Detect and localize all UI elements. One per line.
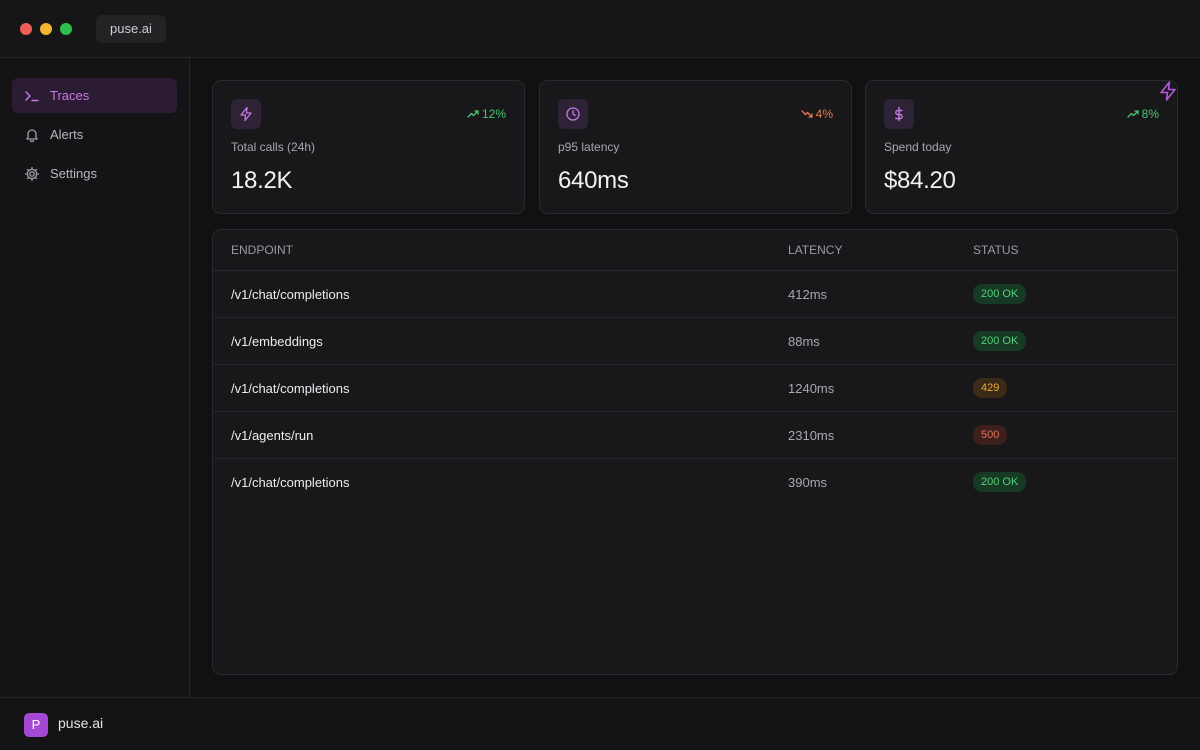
endpoint-cell: /v1/chat/completions	[231, 287, 350, 302]
sidebar-item-alerts[interactable]: Alerts	[12, 117, 177, 152]
dollar-icon	[884, 99, 914, 129]
trend-up-icon	[1127, 110, 1139, 118]
sidebar-item-label: Settings	[50, 166, 97, 181]
status-badge: 200 OK	[973, 284, 1027, 304]
card-value: 18.2K	[231, 167, 293, 194]
card-value: $84.20	[884, 167, 956, 194]
endpoint-cell: /v1/chat/completions	[231, 475, 350, 490]
app-logo[interactable]: P	[24, 713, 48, 737]
status-badge: 200 OK	[973, 472, 1027, 492]
trend-badge: 12%	[467, 107, 506, 121]
sidebar-item-label: Traces	[50, 88, 90, 103]
latency-cell: 390ms	[788, 475, 828, 490]
window-minimize-button[interactable]	[40, 23, 52, 35]
terminal-icon	[24, 88, 40, 104]
bell-icon	[24, 127, 40, 143]
card-label: Spend today	[884, 140, 952, 154]
bolt-icon	[231, 99, 261, 129]
stat-card-spend-today: 8% Spend today $84.20	[865, 80, 1178, 214]
footer: P puse.ai	[0, 697, 1200, 750]
gear-icon	[24, 166, 40, 182]
column-header-latency[interactable]: LATENCY	[788, 243, 843, 257]
sidebar-item-traces[interactable]: Traces	[12, 78, 177, 113]
card-label: Total calls (24h)	[231, 140, 316, 154]
latency-cell: 2310ms	[788, 428, 835, 443]
sidebar: Traces Alerts Settings	[0, 58, 190, 697]
column-header-endpoint[interactable]: ENDPOINT	[231, 243, 294, 257]
bolt-icon	[1160, 81, 1176, 101]
status-badge: 200 OK	[973, 331, 1027, 351]
card-label: p95 latency	[558, 140, 620, 154]
trend-up-icon	[467, 110, 479, 118]
table-row[interactable]: /v1/embeddings 88ms 200 OK	[213, 318, 1177, 365]
table-row[interactable]: /v1/chat/completions 390ms 200 OK	[213, 459, 1177, 506]
latency-cell: 1240ms	[788, 381, 835, 396]
browser-tab[interactable]: puse.ai	[96, 15, 166, 43]
window-close-button[interactable]	[20, 23, 32, 35]
sidebar-item-settings[interactable]: Settings	[12, 156, 177, 191]
status-badge: 429	[973, 378, 1008, 398]
table-header: ENDPOINT LATENCY STATUS	[213, 230, 1177, 271]
table-row[interactable]: /v1/agents/run 2310ms 500	[213, 412, 1177, 459]
card-value: 640ms	[558, 167, 629, 194]
table-row[interactable]: /v1/chat/completions 412ms 200 OK	[213, 271, 1177, 318]
latency-cell: 412ms	[788, 287, 828, 302]
traces-table: ENDPOINT LATENCY STATUS /v1/chat/complet…	[212, 229, 1178, 675]
clock-icon	[558, 99, 588, 129]
stat-card-p95-latency: 4% p95 latency 640ms	[539, 80, 852, 214]
trend-badge: 8%	[1127, 107, 1159, 121]
trend-value: 12%	[481, 107, 506, 121]
endpoint-cell: /v1/embeddings	[231, 334, 323, 349]
table-row[interactable]: /v1/chat/completions 1240ms 429	[213, 365, 1177, 412]
endpoint-cell: /v1/chat/completions	[231, 381, 350, 396]
status-badge: 500	[973, 425, 1008, 445]
window-maximize-button[interactable]	[60, 23, 72, 35]
title-bar: puse.ai	[0, 0, 1200, 58]
endpoint-cell: /v1/agents/run	[231, 428, 314, 443]
latency-cell: 88ms	[788, 334, 820, 349]
sidebar-item-label: Alerts	[50, 127, 84, 142]
app-name: puse.ai	[58, 715, 104, 731]
trend-down-icon	[801, 110, 813, 118]
trend-value: 4%	[815, 107, 833, 121]
main-content: 12% Total calls (24h) 18.2K 4% p95 laten…	[191, 58, 1200, 697]
column-header-status[interactable]: STATUS	[973, 243, 1019, 257]
stat-card-total-calls: 12% Total calls (24h) 18.2K	[212, 80, 525, 214]
trend-value: 8%	[1141, 107, 1159, 121]
trend-badge: 4%	[801, 107, 833, 121]
